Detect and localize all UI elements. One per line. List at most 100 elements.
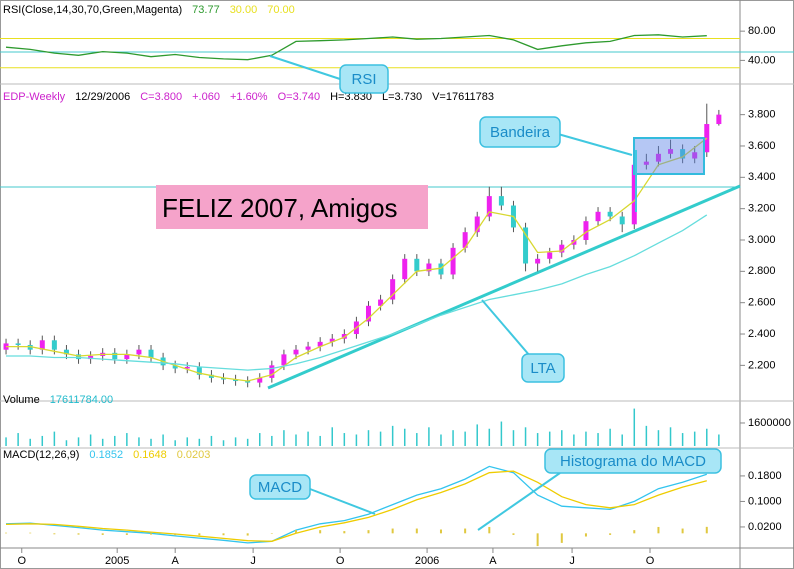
volume-bar (621, 434, 623, 446)
y-tick-label: 0.1000 (748, 495, 782, 507)
volume-bar (403, 428, 406, 446)
volume-bar (283, 430, 285, 446)
volume-bar (416, 433, 418, 446)
candle-body (208, 374, 214, 378)
volume-bar (5, 437, 7, 446)
volume-bar (464, 431, 466, 446)
histogram-bar (77, 533, 80, 535)
histogram-bar (198, 533, 201, 536)
histogram-bar (584, 533, 587, 537)
volume-bar (210, 435, 213, 446)
volume-bar (524, 427, 527, 446)
header-part: O=3.740 (278, 91, 321, 103)
candle-body (136, 349, 142, 355)
panel-header: MACD(12,26,9) 0.1852 0.1648 0.0203 (3, 449, 210, 461)
header-part: 30.00 (230, 4, 258, 16)
volume-bar (391, 425, 394, 446)
candle-body (378, 299, 384, 306)
candle-body (402, 258, 408, 280)
volume-bar (379, 431, 382, 446)
x-tick-label: A (172, 555, 180, 567)
header-part: 0.0203 (177, 449, 211, 461)
histogram-bar (125, 533, 128, 535)
callout (521, 353, 565, 383)
x-tick-label: O (336, 555, 345, 567)
candle-body (365, 305, 371, 322)
candle-body (221, 377, 227, 380)
histogram-bar (415, 528, 418, 534)
volume-bar (548, 431, 551, 446)
x-tick-label: A (489, 555, 497, 567)
volume-bar (77, 437, 80, 446)
header-part: 70.00 (267, 4, 295, 16)
header-part: RSI(Close,14,30,70,Green,Magenta) (3, 4, 182, 16)
y-tick-label: 2.800 (748, 265, 776, 277)
volume-bar (222, 440, 225, 446)
candle-body (124, 354, 130, 360)
header-part: EDP-Weekly (3, 91, 66, 103)
candle-body (196, 366, 202, 375)
volume-bar (343, 433, 346, 446)
histogram-bar (681, 528, 684, 534)
y-tick-label: 1600000 (748, 417, 791, 429)
annotations: FELIZ 2007, Amigos RSI Bandeira LTA MACD… (156, 55, 722, 531)
candle-body (76, 354, 82, 360)
header-part: C=3.800 (140, 91, 182, 103)
histogram-bar (657, 526, 660, 534)
histogram-bar (609, 533, 612, 535)
histogram-bar (512, 533, 515, 535)
volume-bar (718, 434, 720, 446)
volume-bar (681, 433, 684, 446)
volume-bar (101, 438, 104, 446)
y-tick-label: 2.200 (748, 359, 776, 371)
volume-bar (452, 430, 454, 446)
volume-bar (53, 431, 56, 446)
volume-bar (585, 431, 587, 446)
volume-bar (307, 431, 309, 446)
volume-bar (246, 438, 249, 446)
candle-body (51, 340, 57, 350)
candle-body (281, 354, 287, 366)
volume-bar (597, 433, 599, 446)
volume-bar (476, 424, 478, 446)
y-tick-label: 2.400 (748, 328, 776, 340)
volume-bar (259, 433, 261, 446)
volume-bar (367, 430, 370, 446)
candle-body (184, 366, 190, 369)
header-part: 0.1648 (133, 449, 167, 461)
histogram-bar (222, 533, 225, 536)
candle-body (269, 365, 275, 378)
candle-body (462, 232, 468, 248)
panel-header: RSI(Close,14,30,70,Green,Magenta) 73.77 30… (3, 4, 295, 16)
trend-line (267, 184, 741, 390)
y-tick-label: 3.400 (748, 171, 776, 183)
histogram-bar (29, 532, 32, 534)
x-tick-label: J (250, 555, 256, 567)
volume-bar (114, 435, 116, 446)
candle-body (583, 221, 589, 240)
callout-text: Histograma do MACD (560, 453, 706, 470)
histogram-bar (391, 528, 394, 534)
pointer (557, 133, 633, 156)
volume-bar (669, 427, 672, 446)
volume-bar (65, 440, 68, 446)
series-line (5, 465, 708, 544)
histogram-bar (536, 533, 539, 547)
candle-body (559, 244, 565, 253)
callout-text: RSI (351, 71, 376, 88)
histogram-bar (5, 532, 8, 534)
volume-bar (271, 435, 273, 446)
candle-body (619, 216, 625, 225)
candle-body (88, 355, 94, 360)
histogram-bar (464, 528, 467, 534)
volume-bar (126, 433, 128, 446)
candle-body (547, 252, 553, 259)
header-part: 0.1852 (89, 449, 123, 461)
x-tick-label: 2005 (105, 555, 129, 567)
y-tick-label: 3.800 (748, 109, 776, 121)
series-line (6, 214, 708, 371)
volume-bar (174, 440, 176, 446)
candle-body (631, 164, 637, 225)
